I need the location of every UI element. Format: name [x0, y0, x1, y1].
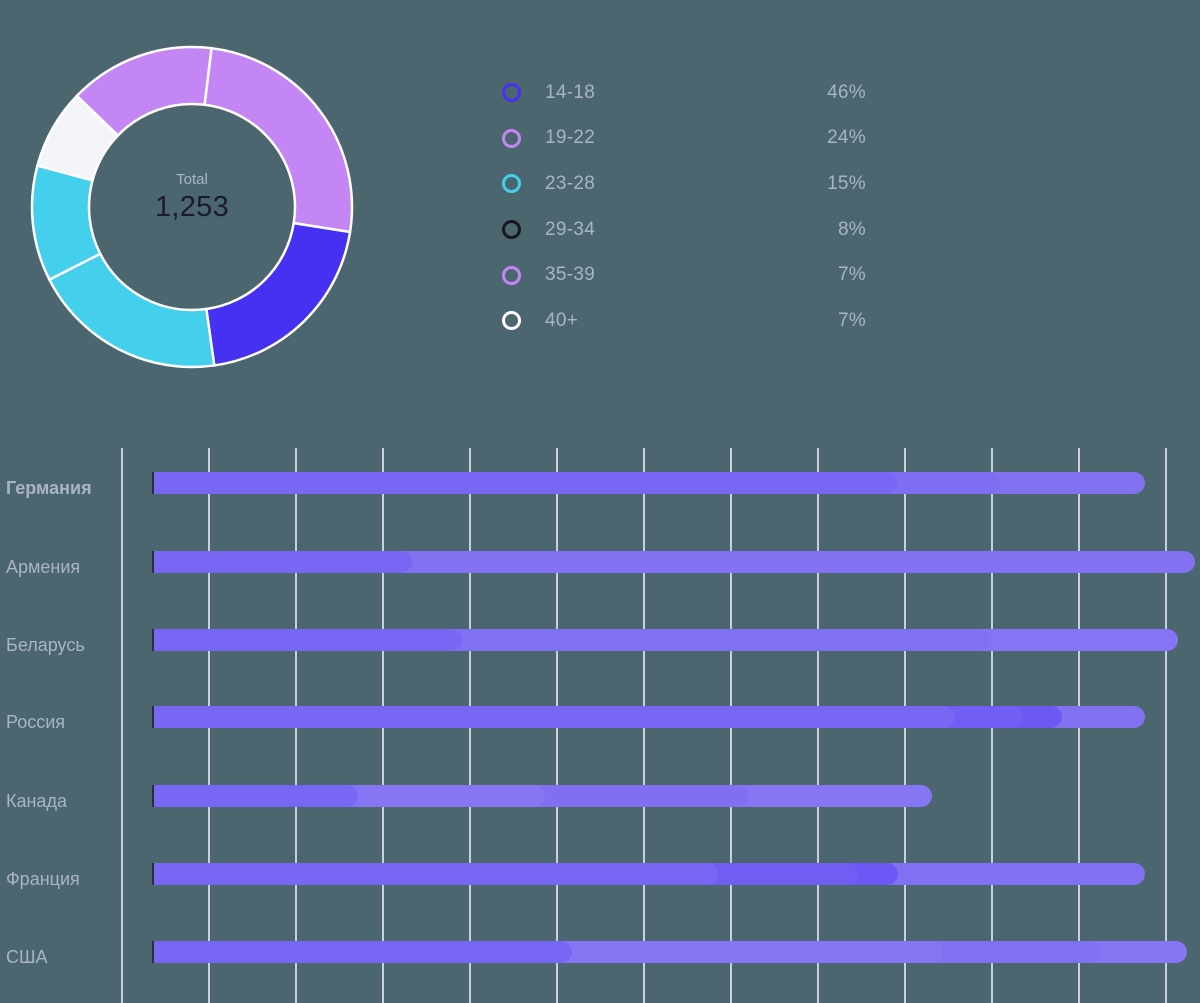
- legend-label: 40+: [545, 309, 579, 331]
- bar-label: Беларусь: [6, 635, 85, 655]
- legend-value: 7%: [837, 309, 866, 331]
- bar-segment: [152, 472, 897, 494]
- total-value: 1,253: [154, 191, 230, 223]
- legend-item: 19-22 24%: [502, 116, 872, 162]
- bar-segment: [152, 706, 955, 728]
- y-axis-line: [121, 448, 123, 1003]
- legend-value: 46%: [827, 81, 866, 103]
- legend-item: 35-39 7%: [502, 252, 872, 298]
- bar-label: Германия: [6, 478, 92, 498]
- bar-chart: Германия Армения Беларусь Россия Канада Франц…: [0, 440, 1200, 1003]
- legend-value: 7%: [837, 264, 866, 286]
- legend-item: 40+ 7%: [502, 298, 872, 344]
- legend-label: 35-39: [545, 264, 596, 286]
- legend-item: 29-34 8%: [502, 207, 872, 253]
- donut-segment: [75, 45, 213, 138]
- bar-segment: [152, 551, 412, 573]
- circle-icon: [502, 311, 521, 331]
- bar-segment: [152, 629, 462, 651]
- donut-ring: [30, 45, 354, 369]
- donut-segment: [47, 252, 216, 369]
- circle-icon: [502, 265, 521, 285]
- bar-label: Армения: [6, 557, 81, 577]
- legend-label: 29-34: [545, 218, 596, 240]
- legend-label: 23-28: [545, 172, 596, 194]
- legend: 14-18 46% 19-22 24% 23-28 15% 29-34 8% 3…: [502, 70, 872, 344]
- total-label: Total: [176, 171, 208, 188]
- legend-value: 15%: [827, 172, 866, 194]
- legend-item: 14-18 46%: [502, 70, 872, 116]
- donut-chart: Total 1,253: [0, 0, 400, 400]
- bar-label: Канада: [6, 791, 67, 811]
- circle-icon: [502, 174, 521, 194]
- legend-value: 8%: [837, 218, 866, 240]
- bar-segment: [152, 941, 572, 963]
- legend-label: 14-18: [545, 81, 596, 103]
- bar-label: Франция: [6, 869, 80, 889]
- circle-icon: [502, 220, 521, 240]
- bar-segment: [152, 551, 1195, 573]
- legend-item: 23-28 15%: [502, 161, 872, 207]
- circle-icon: [502, 128, 521, 148]
- legend-label: 19-22: [545, 127, 596, 149]
- donut-segment: [203, 46, 354, 234]
- bar-segment: [152, 863, 718, 885]
- legend-value: 24%: [827, 127, 866, 149]
- bar-label: США: [6, 947, 48, 967]
- donut-center: Total 1,253: [92, 170, 292, 224]
- donut-segment: [204, 221, 352, 367]
- grid-line: [1165, 448, 1167, 1003]
- bar-label: Россия: [6, 712, 66, 732]
- bar-segment: [152, 785, 358, 807]
- circle-icon: [502, 83, 521, 103]
